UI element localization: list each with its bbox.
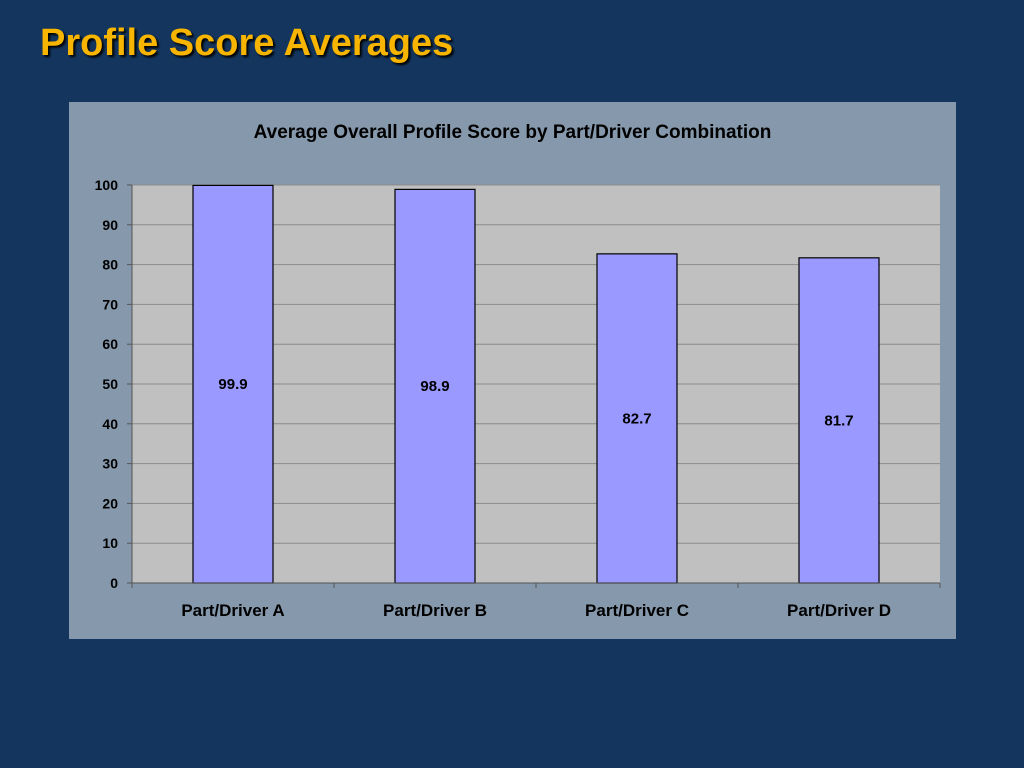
- y-tick-label: 100: [95, 177, 119, 193]
- y-tick-label: 30: [102, 456, 118, 472]
- bar-value-label: 81.7: [824, 412, 853, 429]
- chart-title: Average Overall Profile Score by Part/Dr…: [253, 122, 772, 143]
- y-tick-label: 40: [102, 416, 118, 432]
- x-tick-label: Part/Driver A: [181, 601, 284, 620]
- bar-3: [596, 253, 678, 584]
- data-labels: 99.9 98.9 82.7 81.7: [218, 376, 853, 429]
- bar-value-label: 99.9: [218, 376, 247, 393]
- y-tick-label: 50: [102, 376, 118, 392]
- x-tick-label: Part/Driver C: [585, 601, 689, 620]
- bar-value-label: 98.9: [420, 378, 449, 395]
- y-tick-label: 90: [102, 217, 118, 233]
- y-tick-label: 10: [102, 535, 118, 551]
- bar-1: [192, 184, 274, 584]
- y-tick-label: 60: [102, 336, 118, 352]
- x-axis-ticks: Part/Driver A Part/Driver B Part/Driver C P…: [131, 583, 941, 620]
- y-tick-label: 70: [102, 296, 118, 312]
- y-tick-label: 20: [102, 495, 118, 511]
- bar-2: [394, 188, 476, 584]
- y-tick-label: 80: [102, 257, 118, 273]
- bars: [192, 184, 880, 584]
- y-tick-label: 0: [110, 575, 118, 591]
- chart-panel: Average Overall Profile Score by Part/Dr…: [69, 102, 956, 639]
- bar-value-label: 82.7: [622, 410, 651, 427]
- y-axis-ticks: 0 10 20 30 40 50 60 70 80 90 100: [95, 177, 132, 591]
- x-tick-label: Part/Driver B: [383, 601, 487, 620]
- bar-4: [798, 257, 880, 584]
- slide-title: Profile Score Averages: [40, 22, 454, 64]
- x-tick-label: Part/Driver D: [787, 601, 891, 620]
